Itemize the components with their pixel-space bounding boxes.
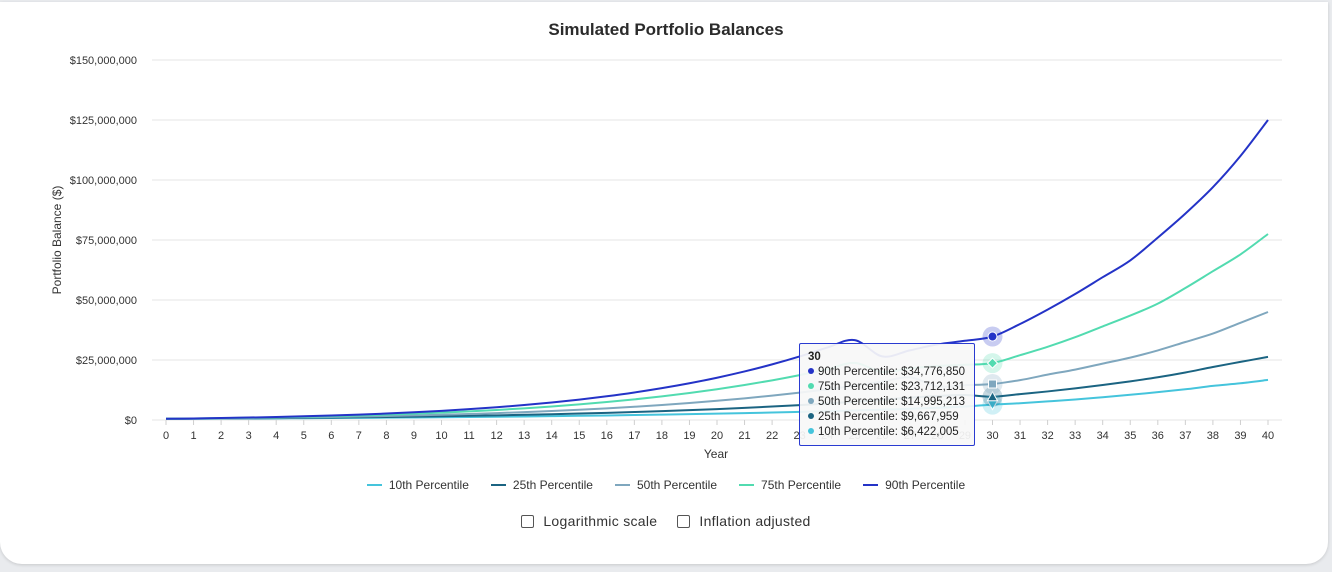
x-tick-label: 0 bbox=[163, 430, 169, 442]
legend-swatch bbox=[366, 484, 382, 486]
tooltip-row-label: 25th Percentile: $9,667,959 bbox=[818, 411, 959, 423]
hover-marker bbox=[986, 357, 999, 369]
legend-label: 50th Percentile bbox=[636, 478, 718, 492]
x-tick-label: 36 bbox=[1152, 430, 1164, 442]
x-tick-label: 8 bbox=[383, 430, 389, 442]
legend-item[interactable]: 25th Percentile bbox=[490, 478, 593, 492]
chart-card bbox=[0, 2, 1328, 564]
legend-item[interactable]: 10th Percentile bbox=[366, 478, 469, 492]
series-line-50th-percentile[interactable] bbox=[165, 311, 1269, 420]
inflation-checkbox[interactable] bbox=[677, 514, 691, 528]
x-tick-label: 32 bbox=[1041, 430, 1053, 442]
x-tick-label: 11 bbox=[463, 430, 474, 442]
y-tick-label: $25,000,000 bbox=[76, 355, 137, 367]
legend-swatch bbox=[739, 484, 755, 486]
x-tick-label: 17 bbox=[628, 430, 640, 442]
x-tick-label: 3 bbox=[246, 430, 252, 442]
x-tick-label: 21 bbox=[738, 430, 750, 442]
tooltip-title: 30 bbox=[808, 351, 821, 363]
legend-swatch bbox=[863, 484, 879, 486]
x-tick-label: 13 bbox=[518, 430, 530, 442]
x-axis-title: Year bbox=[704, 447, 728, 461]
x-tick-label: 40 bbox=[1262, 430, 1274, 442]
x-tick-label: 5 bbox=[301, 430, 307, 442]
x-tick-label: 34 bbox=[1097, 430, 1109, 442]
tooltip-row-label: 50th Percentile: $14,995,213 bbox=[818, 396, 966, 408]
hover-marker bbox=[987, 331, 998, 342]
chart-title: Simulated Portfolio Balances bbox=[548, 20, 784, 39]
chart-legend: 10th Percentile 25th Percentile 50th Perce… bbox=[0, 478, 1332, 492]
legend-label: 10th Percentile bbox=[388, 478, 469, 492]
x-tick-label: 7 bbox=[356, 430, 362, 442]
x-tick-label: 6 bbox=[328, 430, 334, 442]
x-tick-label: 16 bbox=[601, 430, 613, 442]
x-tick-label: 20 bbox=[711, 430, 723, 442]
legend-item[interactable]: 90th Percentile bbox=[863, 478, 965, 492]
hover-marker bbox=[988, 379, 997, 389]
tooltip-dot bbox=[808, 398, 814, 404]
x-tick-label: 2 bbox=[218, 430, 224, 442]
chart-options: Logarithmic scale Inflation adjusted bbox=[0, 513, 1332, 529]
y-tick-label: $75,000,000 bbox=[76, 235, 137, 247]
x-tick-label: 30 bbox=[986, 430, 998, 442]
series-line-75th-percentile[interactable] bbox=[165, 233, 1269, 420]
tooltip-row: 90th Percentile: $34,776,850 bbox=[808, 365, 966, 380]
legend-label: 75th Percentile bbox=[761, 478, 842, 492]
x-tick-label: 39 bbox=[1234, 430, 1246, 442]
tooltip-dot bbox=[808, 413, 814, 419]
x-tick-label: 18 bbox=[656, 430, 668, 442]
x-tick-label: 22 bbox=[766, 430, 778, 442]
series-line-25th-percentile[interactable] bbox=[165, 355, 1269, 420]
legend-swatch bbox=[614, 484, 630, 486]
y-tick-label: $100,000,000 bbox=[70, 175, 137, 187]
inflation-label: Inflation adjusted bbox=[699, 513, 811, 529]
x-tick-label: 15 bbox=[573, 430, 585, 442]
legend-item[interactable]: 75th Percentile bbox=[739, 478, 841, 492]
series-line-90th-percentile[interactable] bbox=[165, 119, 1269, 420]
x-tick-label: 1 bbox=[190, 430, 196, 442]
tooltip-dot bbox=[808, 368, 814, 374]
x-tick-label: 38 bbox=[1207, 430, 1219, 442]
legend-label: 25th Percentile bbox=[512, 478, 593, 492]
x-tick-label: 10 bbox=[435, 430, 447, 442]
y-axis-title: Portfolio Balance ($) bbox=[50, 186, 64, 295]
legend-swatch bbox=[490, 484, 506, 486]
tooltip-dot bbox=[808, 383, 814, 389]
legend-item[interactable]: 50th Percentile bbox=[614, 478, 718, 492]
x-tick-label: 33 bbox=[1069, 430, 1081, 442]
tooltip-row-label: 75th Percentile: $23,712,131 bbox=[818, 381, 966, 393]
tooltip-row: 75th Percentile: $23,712,131 bbox=[808, 380, 966, 395]
tooltip-row-label: 90th Percentile: $34,776,850 bbox=[818, 366, 966, 378]
y-tick-label: $125,000,000 bbox=[70, 115, 137, 127]
x-tick-label: 14 bbox=[546, 430, 558, 442]
tooltip-row: 50th Percentile: $14,995,213 bbox=[808, 395, 966, 410]
legend-label: 90th Percentile bbox=[885, 478, 966, 492]
hover-marker bbox=[986, 390, 999, 402]
x-tick-label: 35 bbox=[1124, 430, 1136, 442]
log-scale-option[interactable]: Logarithmic scale bbox=[521, 513, 657, 529]
x-tick-label: 19 bbox=[683, 430, 695, 442]
x-tick-label: 9 bbox=[411, 430, 417, 442]
tooltip-dot bbox=[808, 428, 814, 434]
x-tick-label: 37 bbox=[1179, 430, 1191, 442]
log-scale-checkbox[interactable] bbox=[521, 514, 535, 528]
log-scale-label: Logarithmic scale bbox=[543, 513, 658, 529]
x-tick-label: 4 bbox=[273, 430, 279, 442]
tooltip-row-label: 10th Percentile: $6,422,005 bbox=[818, 426, 959, 438]
tooltip-row: 10th Percentile: $6,422,005 bbox=[808, 425, 966, 440]
chart-tooltip: 30 90th Percentile: $34,776,850 75th Perc… bbox=[799, 343, 975, 446]
tooltip-row: 25th Percentile: $9,667,959 bbox=[808, 410, 966, 425]
y-tick-label: $50,000,000 bbox=[76, 295, 137, 307]
x-tick-label: 12 bbox=[490, 430, 502, 442]
inflation-option[interactable]: Inflation adjusted bbox=[677, 513, 810, 529]
x-tick-label: 31 bbox=[1014, 430, 1026, 442]
y-tick-label: $0 bbox=[125, 415, 137, 427]
y-tick-label: $150,000,000 bbox=[70, 55, 137, 67]
